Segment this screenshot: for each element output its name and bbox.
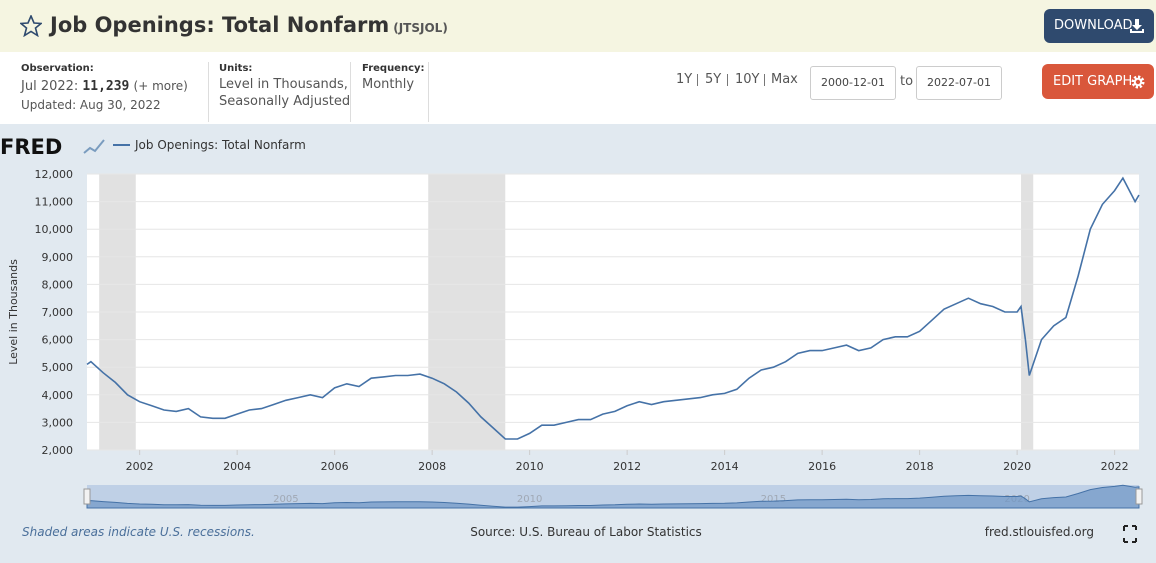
download-button[interactable]: DOWNLOAD — [1044, 9, 1154, 43]
updated-date: Updated: Aug 30, 2022 — [21, 98, 161, 112]
legend-label: Job Openings: Total Nonfarm — [134, 138, 306, 152]
navigator-line — [86, 484, 1140, 509]
x-tick-label: 2022 — [1101, 460, 1129, 473]
x-tick-label: 2008 — [418, 460, 446, 473]
range-button[interactable]: 10Y — [735, 72, 760, 87]
observation-label: Observation: — [21, 63, 94, 74]
frequency-value: Monthly — [362, 77, 415, 92]
y-tick-label: 7,000 — [42, 306, 74, 319]
y-axis-label: Level in Thousands — [7, 259, 20, 365]
logo: FRED — [0, 135, 62, 159]
gear-icon — [1131, 75, 1145, 89]
x-tick-label: 2020 — [1003, 460, 1031, 473]
y-tick-label: 9,000 — [42, 251, 74, 264]
footer-note: Shaded areas indicate U.S. recessions. — [22, 525, 255, 539]
range-button[interactable]: Max — [771, 72, 798, 87]
x-tick-label: 2002 — [126, 460, 154, 473]
units-line: Seasonally Adjusted — [219, 94, 351, 109]
page-title: Job Openings: Total Nonfarm (JTSJOL) — [50, 13, 448, 37]
chart-panel: FRED Job Openings: Total Nonfarm Level i… — [0, 124, 1156, 563]
navigator-tick-label: 2015 — [761, 494, 786, 505]
y-tick-label: 2,000 — [42, 444, 74, 457]
x-tick-label: 2012 — [613, 460, 641, 473]
y-tick-label: 5,000 — [42, 361, 74, 374]
edit-graph-button[interactable]: EDIT GRAPH — [1042, 64, 1154, 99]
y-tick-label: 11,000 — [35, 196, 74, 209]
observation-value: 11,239 — [82, 79, 130, 94]
navigator-tick-label: 2010 — [517, 494, 542, 505]
start-date-input[interactable]: 2000-12-01 — [810, 66, 896, 100]
edit-label: EDIT GRAPH — [1053, 74, 1133, 89]
x-tick-label: 2016 — [808, 460, 836, 473]
logo-icon — [83, 139, 105, 154]
range-button[interactable]: 1Y — [676, 72, 693, 87]
download-label: DOWNLOAD — [1054, 18, 1133, 33]
series-id: (JTSJOL) — [393, 21, 448, 35]
frequency-label: Frequency: — [362, 63, 425, 74]
footer-site: fred.stlouisfed.org — [985, 525, 1094, 539]
y-tick-label: 10,000 — [35, 223, 74, 236]
divider — [350, 62, 351, 122]
y-tick-label: 6,000 — [42, 334, 74, 347]
observation-date: Jul 2022: — [21, 79, 79, 94]
range-separator — [697, 74, 698, 86]
x-tick-label: 2004 — [223, 460, 251, 473]
x-tick-label: 2018 — [906, 460, 934, 473]
star-icon[interactable] — [20, 15, 42, 37]
units-line: Level in Thousands, — [219, 77, 348, 92]
navigator-handle[interactable] — [83, 488, 91, 505]
chart: FRED Job Openings: Total Nonfarm Level i… — [0, 135, 1143, 543]
navigator-handle[interactable] — [1135, 488, 1143, 505]
y-tick-label: 12,000 — [35, 168, 74, 181]
fullscreen-icon[interactable] — [1123, 525, 1137, 543]
range-separator — [764, 74, 765, 86]
x-tick-label: 2010 — [516, 460, 544, 473]
y-tick-label: 4,000 — [42, 389, 74, 402]
header-bar — [0, 0, 1156, 52]
series-line — [86, 176, 1140, 440]
y-tick-label: 8,000 — [42, 278, 74, 291]
navigator-tick-label: 2005 — [273, 494, 298, 505]
end-date-input[interactable]: 2022-07-01 — [916, 66, 1002, 100]
more-link[interactable]: (+ more) — [133, 79, 188, 93]
title-text: Job Openings: Total Nonfarm — [50, 13, 390, 37]
range-separator — [727, 74, 728, 86]
to-label: to — [900, 74, 914, 89]
y-tick-label: 3,000 — [42, 416, 74, 429]
divider — [208, 62, 209, 122]
x-tick-label: 2014 — [711, 460, 739, 473]
x-tick-label: 2006 — [321, 460, 349, 473]
download-icon — [1130, 19, 1144, 33]
footer-source: Source: U.S. Bureau of Labor Statistics — [470, 525, 702, 539]
divider — [428, 62, 429, 122]
range-button[interactable]: 5Y — [705, 72, 722, 87]
units-label: Units: — [219, 63, 253, 74]
